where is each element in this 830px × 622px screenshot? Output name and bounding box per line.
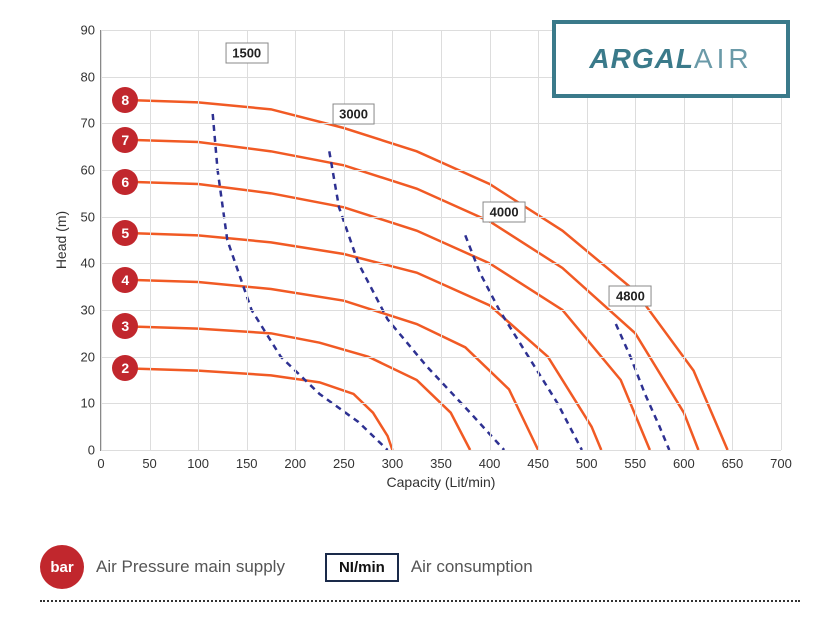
bar-badge-3: 3 [112,313,138,339]
legend: bar Air Pressure main supply NI/min Air … [40,542,800,602]
gridline-v [150,30,151,450]
x-tick: 650 [722,450,744,471]
legend-bar-text: Air Pressure main supply [96,557,285,577]
bar-badge-icon: bar [40,545,84,589]
x-axis-label: Capacity (Lit/min) [387,474,496,490]
y-tick: 70 [81,116,101,131]
x-tick: 200 [284,450,306,471]
y-tick: 50 [81,209,101,224]
x-tick: 550 [624,450,646,471]
gridline-v [198,30,199,450]
y-tick: 90 [81,23,101,38]
logo-suffix: AIR [694,43,753,74]
bar-badge-4: 4 [112,267,138,293]
brand-logo: ARGALAIR [552,20,790,98]
x-tick: 350 [430,450,452,471]
gridline-v [441,30,442,450]
y-axis-label: Head (m) [53,211,69,269]
gridline-v [538,30,539,450]
air-curve-1500 [213,114,388,450]
legend-bar: bar Air Pressure main supply [40,545,285,589]
air-label-4800: 4800 [609,286,652,307]
air-label-4000: 4000 [483,202,526,223]
x-tick: 0 [97,450,104,471]
x-tick: 150 [236,450,258,471]
air-label-1500: 1500 [225,43,268,64]
y-tick: 60 [81,163,101,178]
legend-flow: NI/min Air consumption [325,553,533,582]
gridline-v [344,30,345,450]
x-tick: 500 [576,450,598,471]
logo-brand: ARGAL [589,43,694,74]
y-tick: 10 [81,396,101,411]
y-tick: 30 [81,303,101,318]
gridline-v [247,30,248,450]
x-tick: 100 [187,450,209,471]
pressure-curve-3 [125,326,470,450]
gridline-v [392,30,393,450]
gridline-v [101,30,102,450]
x-tick: 400 [479,450,501,471]
bar-badge-6: 6 [112,169,138,195]
logo-text: ARGALAIR [589,43,752,75]
x-tick: 600 [673,450,695,471]
gridline-v [295,30,296,450]
y-tick: 20 [81,349,101,364]
x-tick: 450 [527,450,549,471]
bar-badge-5: 5 [112,220,138,246]
legend-flow-text: Air consumption [411,557,533,577]
bar-badge-8: 8 [112,87,138,113]
x-tick: 250 [333,450,355,471]
bar-badge-2: 2 [112,355,138,381]
y-tick: 40 [81,256,101,271]
pressure-curve-4 [125,280,538,450]
x-tick: 300 [382,450,404,471]
bar-badge-7: 7 [112,127,138,153]
x-tick: 50 [142,450,156,471]
air-label-3000: 3000 [332,104,375,125]
flow-badge-icon: NI/min [325,553,399,582]
pressure-curve-2 [125,368,392,450]
y-tick: 80 [81,69,101,84]
gridline-v [490,30,491,450]
x-tick: 700 [770,450,792,471]
pressure-curve-5 [125,233,601,450]
